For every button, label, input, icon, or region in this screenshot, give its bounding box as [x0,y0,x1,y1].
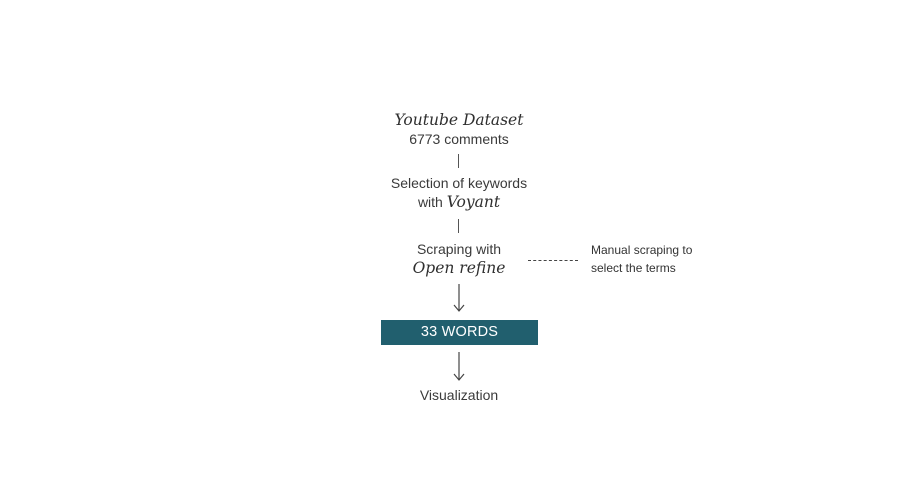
dataset-title: Youtube Dataset [394,111,524,129]
scraping-label: Scraping with [416,241,502,257]
manual-scraping-note-line-1: Manual scraping to [591,243,693,257]
keyword-selection-tool-line: with Voyant [330,193,588,212]
dashed-connector [528,260,578,261]
down-arrow-icon [453,352,465,381]
node-visualization: Visualization [330,386,588,405]
keyword-selection-prefix: with [417,194,443,210]
node-youtube-dataset: Youtube Dataset 6773 comments [330,111,588,149]
words-count-label: 33 WORDS [420,324,499,340]
keyword-selection-tool: Voyant [446,193,501,211]
node-scraping: Scraping with Open refine [330,240,588,278]
node-33-words: 33 WORDS [381,320,538,345]
node-keyword-selection: Selection of keywords with Voyant [330,174,588,212]
dataset-comment-count: 6773 comments [409,131,509,147]
scraping-tool: Open refine [412,259,506,277]
manual-scraping-note-line-2: select the terms [591,260,676,275]
connector-line-1 [458,154,459,168]
keyword-selection-label: Selection of keywords [390,175,528,191]
down-arrow-icon [453,284,465,312]
connector-line-2 [458,219,459,233]
manual-scraping-note: Manual scraping to select the terms [591,242,692,277]
visualization-label: Visualization [419,387,499,403]
